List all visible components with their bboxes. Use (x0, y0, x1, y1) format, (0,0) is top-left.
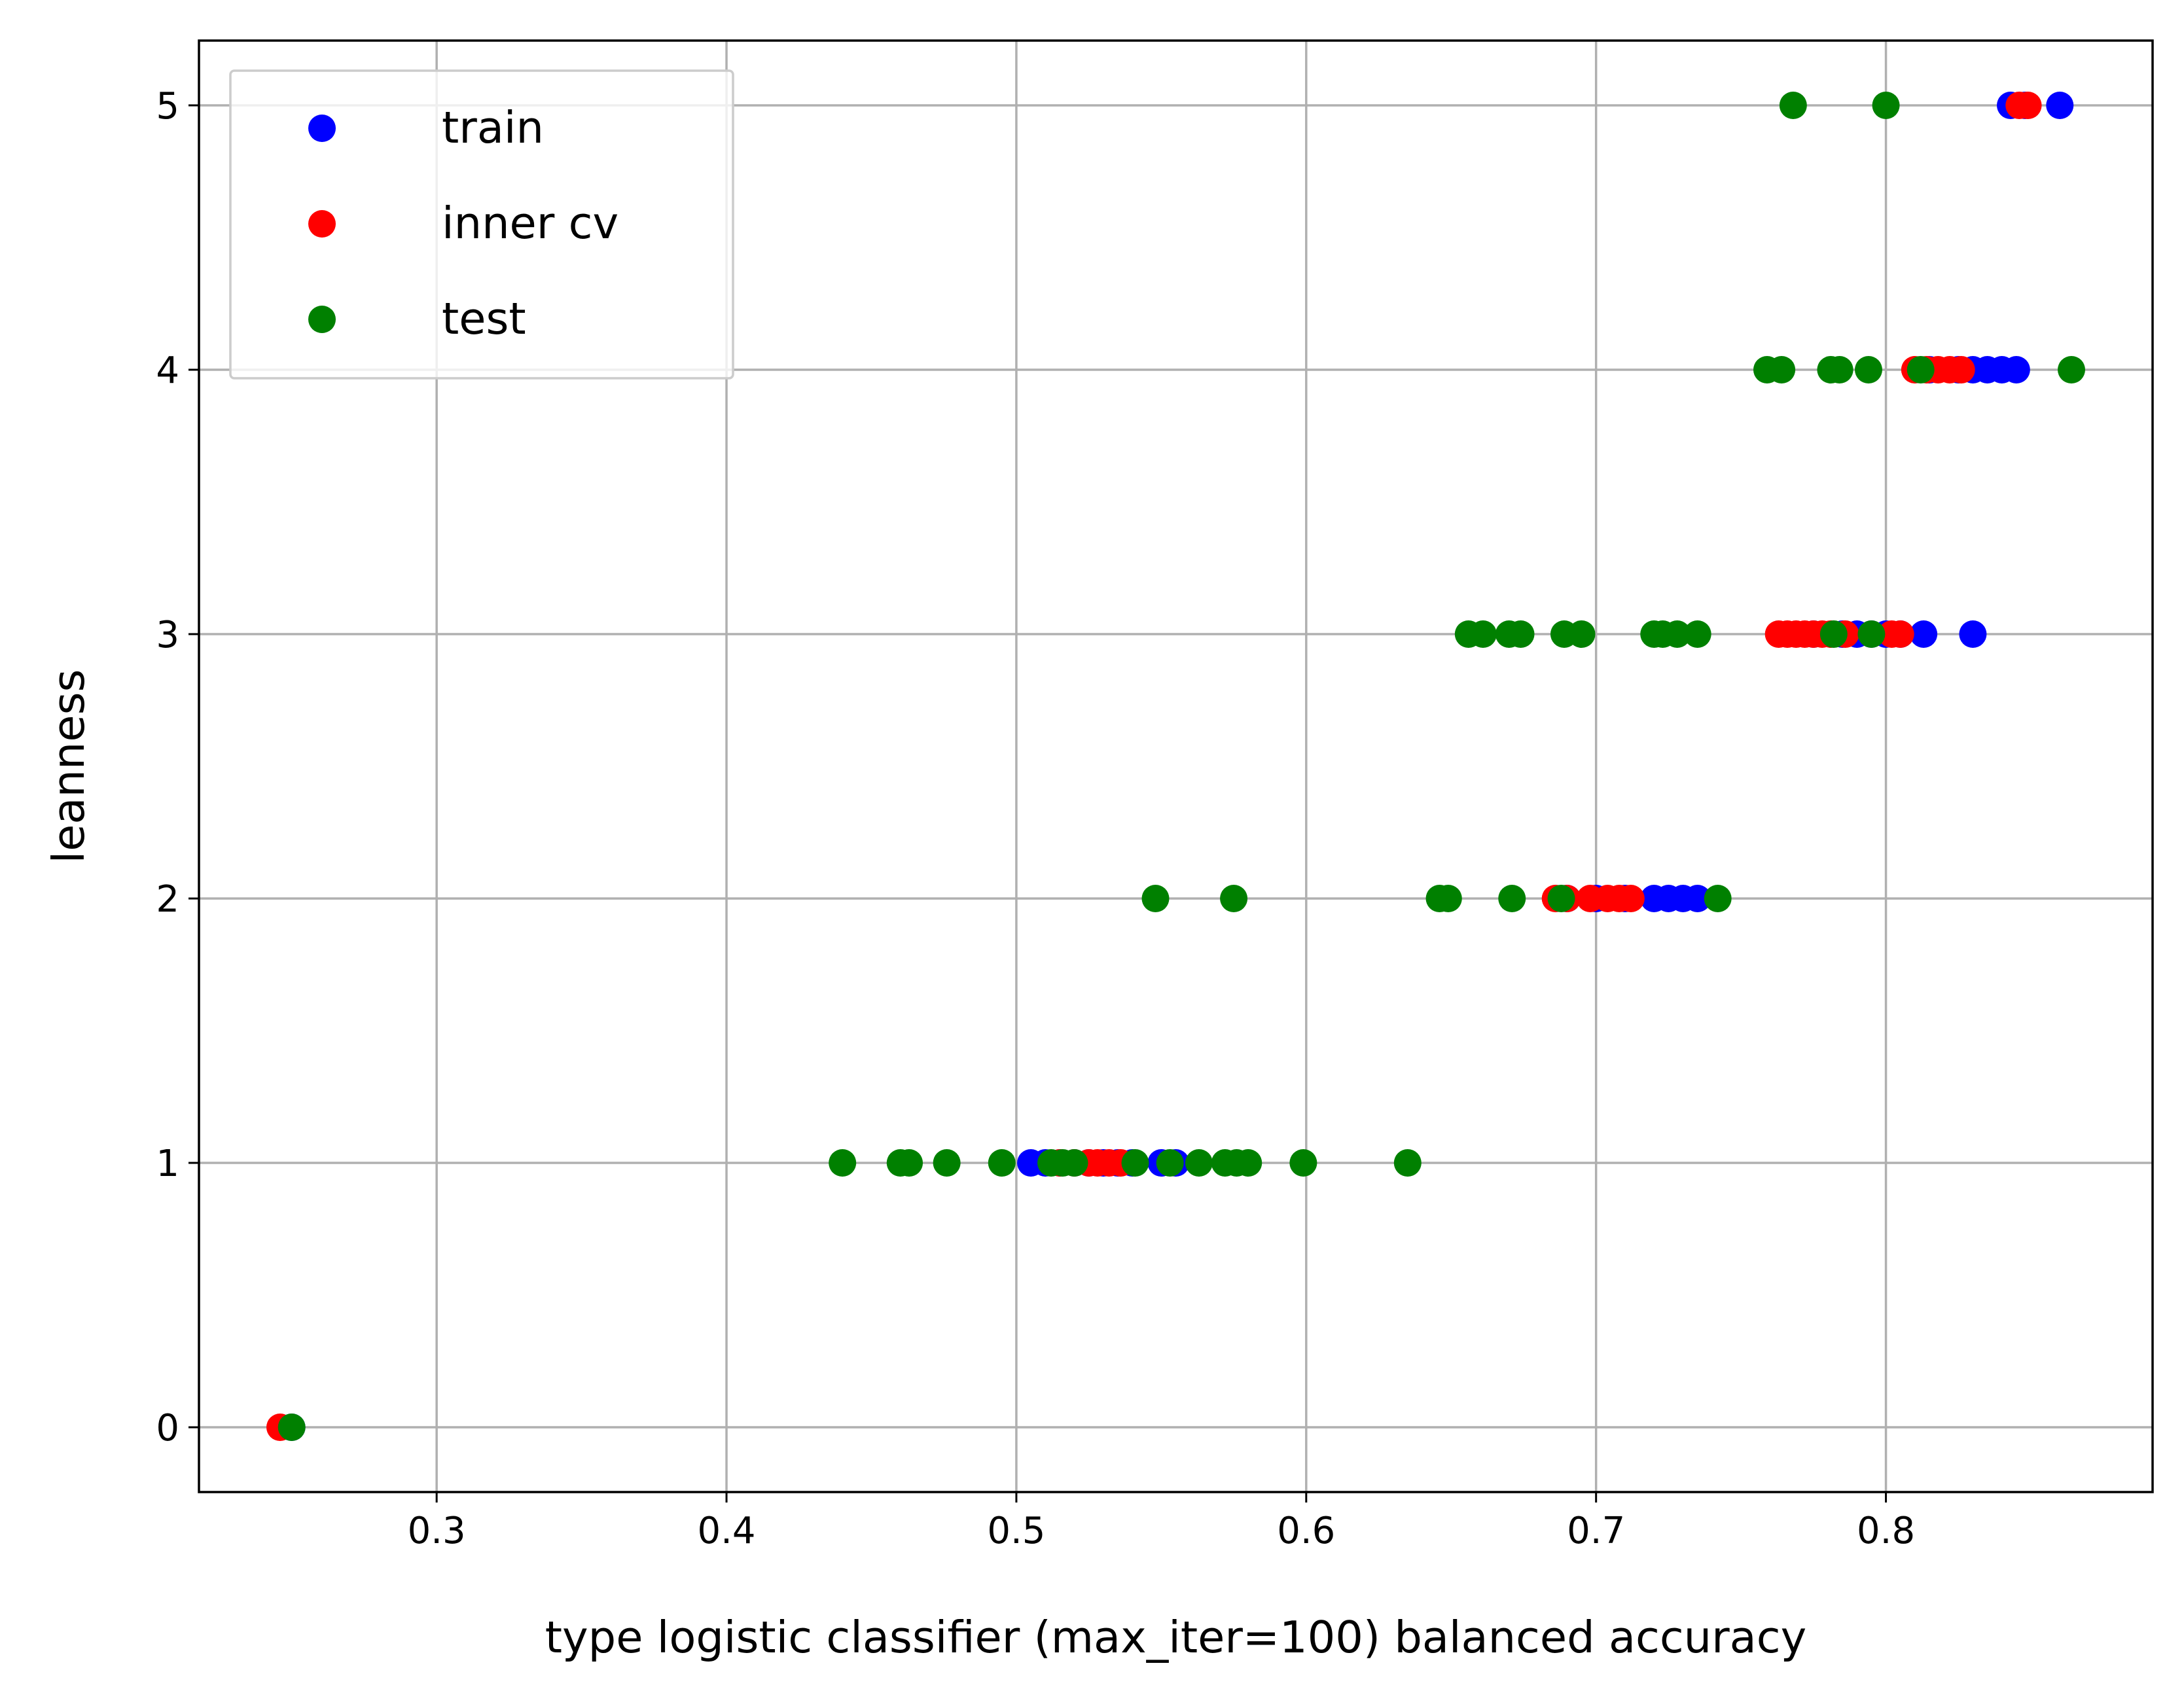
data-point (1498, 885, 1526, 913)
x-axis-title: type logistic classifier (max_iter=100) … (545, 1612, 1806, 1663)
y-tick-label: 1 (156, 1143, 179, 1185)
data-point (1854, 355, 1882, 383)
data-point (1121, 1149, 1149, 1177)
y-tick-label: 4 (156, 349, 179, 392)
data-point (1947, 355, 1975, 383)
legend-label-inner-cv: inner cv (442, 198, 618, 249)
data-point (1704, 885, 1732, 913)
y-axis-title: leanness (43, 669, 94, 864)
data-point (2057, 355, 2085, 383)
data-point (2002, 355, 2030, 383)
data-point (1141, 885, 1170, 913)
x-tick-label: 0.3 (408, 1510, 466, 1552)
data-point (988, 1149, 1016, 1177)
y-tick-label: 2 (156, 878, 179, 921)
data-point (1185, 1149, 1213, 1177)
data-point (1234, 1149, 1262, 1177)
data-point (1617, 885, 1645, 913)
data-point (2014, 91, 2042, 119)
x-tick-label: 0.7 (1567, 1510, 1625, 1552)
legend-box (229, 69, 734, 380)
data-point (1683, 620, 1711, 648)
data-point (1434, 885, 1462, 913)
data-point (1507, 620, 1535, 648)
x-tick-label: 0.6 (1277, 1510, 1335, 1552)
data-point (1289, 1149, 1317, 1177)
data-point (1060, 1149, 1088, 1177)
data-point (1910, 620, 1938, 648)
x-tick-label: 0.5 (987, 1510, 1045, 1552)
legend-label-train: train (442, 102, 544, 153)
legend-label-test: test (442, 293, 526, 344)
x-tick-label: 0.4 (698, 1510, 756, 1552)
data-point (1825, 355, 1853, 383)
data-point (1683, 885, 1711, 913)
legend-marker-inner-cv (308, 210, 336, 238)
data-point (1886, 620, 1914, 648)
data-point (1872, 91, 1900, 119)
data-point (1779, 91, 1807, 119)
y-tick-label: 0 (156, 1407, 179, 1450)
data-point (895, 1149, 923, 1177)
data-point (933, 1149, 961, 1177)
data-point (1768, 355, 1796, 383)
data-point (1567, 620, 1596, 648)
legend: train inner cv test (229, 69, 734, 380)
data-point (1959, 620, 1987, 648)
data-point (2046, 91, 2074, 119)
y-tick-label: 5 (156, 85, 179, 128)
series-test (277, 91, 2085, 1442)
data-point (1547, 885, 1575, 913)
data-point (1469, 620, 1497, 648)
data-point (829, 1149, 857, 1177)
data-point (1857, 620, 1886, 648)
axis-ticks: 0.3 0.4 0.5 0.6 0.7 0.8 0 1 2 3 4 5 (156, 85, 1915, 1552)
legend-marker-test (308, 306, 336, 333)
y-tick-label: 3 (156, 614, 179, 656)
data-point (1819, 620, 1848, 648)
data-point (1907, 355, 1935, 383)
data-point (1220, 885, 1248, 913)
data-point (277, 1414, 306, 1442)
legend-marker-train (308, 115, 336, 142)
data-point (1393, 1149, 1422, 1177)
data-points (266, 91, 2085, 1442)
data-point (1663, 620, 1691, 648)
x-tick-label: 0.8 (1857, 1510, 1915, 1552)
plot-frame (198, 39, 2154, 1493)
data-point (1156, 1149, 1184, 1177)
